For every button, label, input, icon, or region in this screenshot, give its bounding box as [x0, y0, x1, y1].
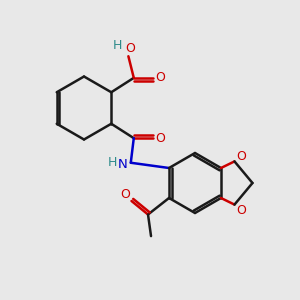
Text: O: O	[120, 188, 130, 202]
Text: O: O	[125, 42, 135, 55]
Text: O: O	[236, 149, 246, 163]
Text: H: H	[112, 39, 122, 52]
Text: O: O	[155, 132, 165, 145]
Text: O: O	[155, 71, 165, 84]
Text: H: H	[107, 156, 117, 169]
Text: O: O	[236, 203, 246, 217]
Text: N: N	[118, 158, 127, 171]
